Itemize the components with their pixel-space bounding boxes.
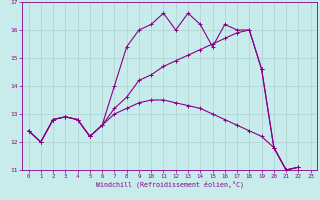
X-axis label: Windchill (Refroidissement éolien,°C): Windchill (Refroidissement éolien,°C) [96,181,244,188]
